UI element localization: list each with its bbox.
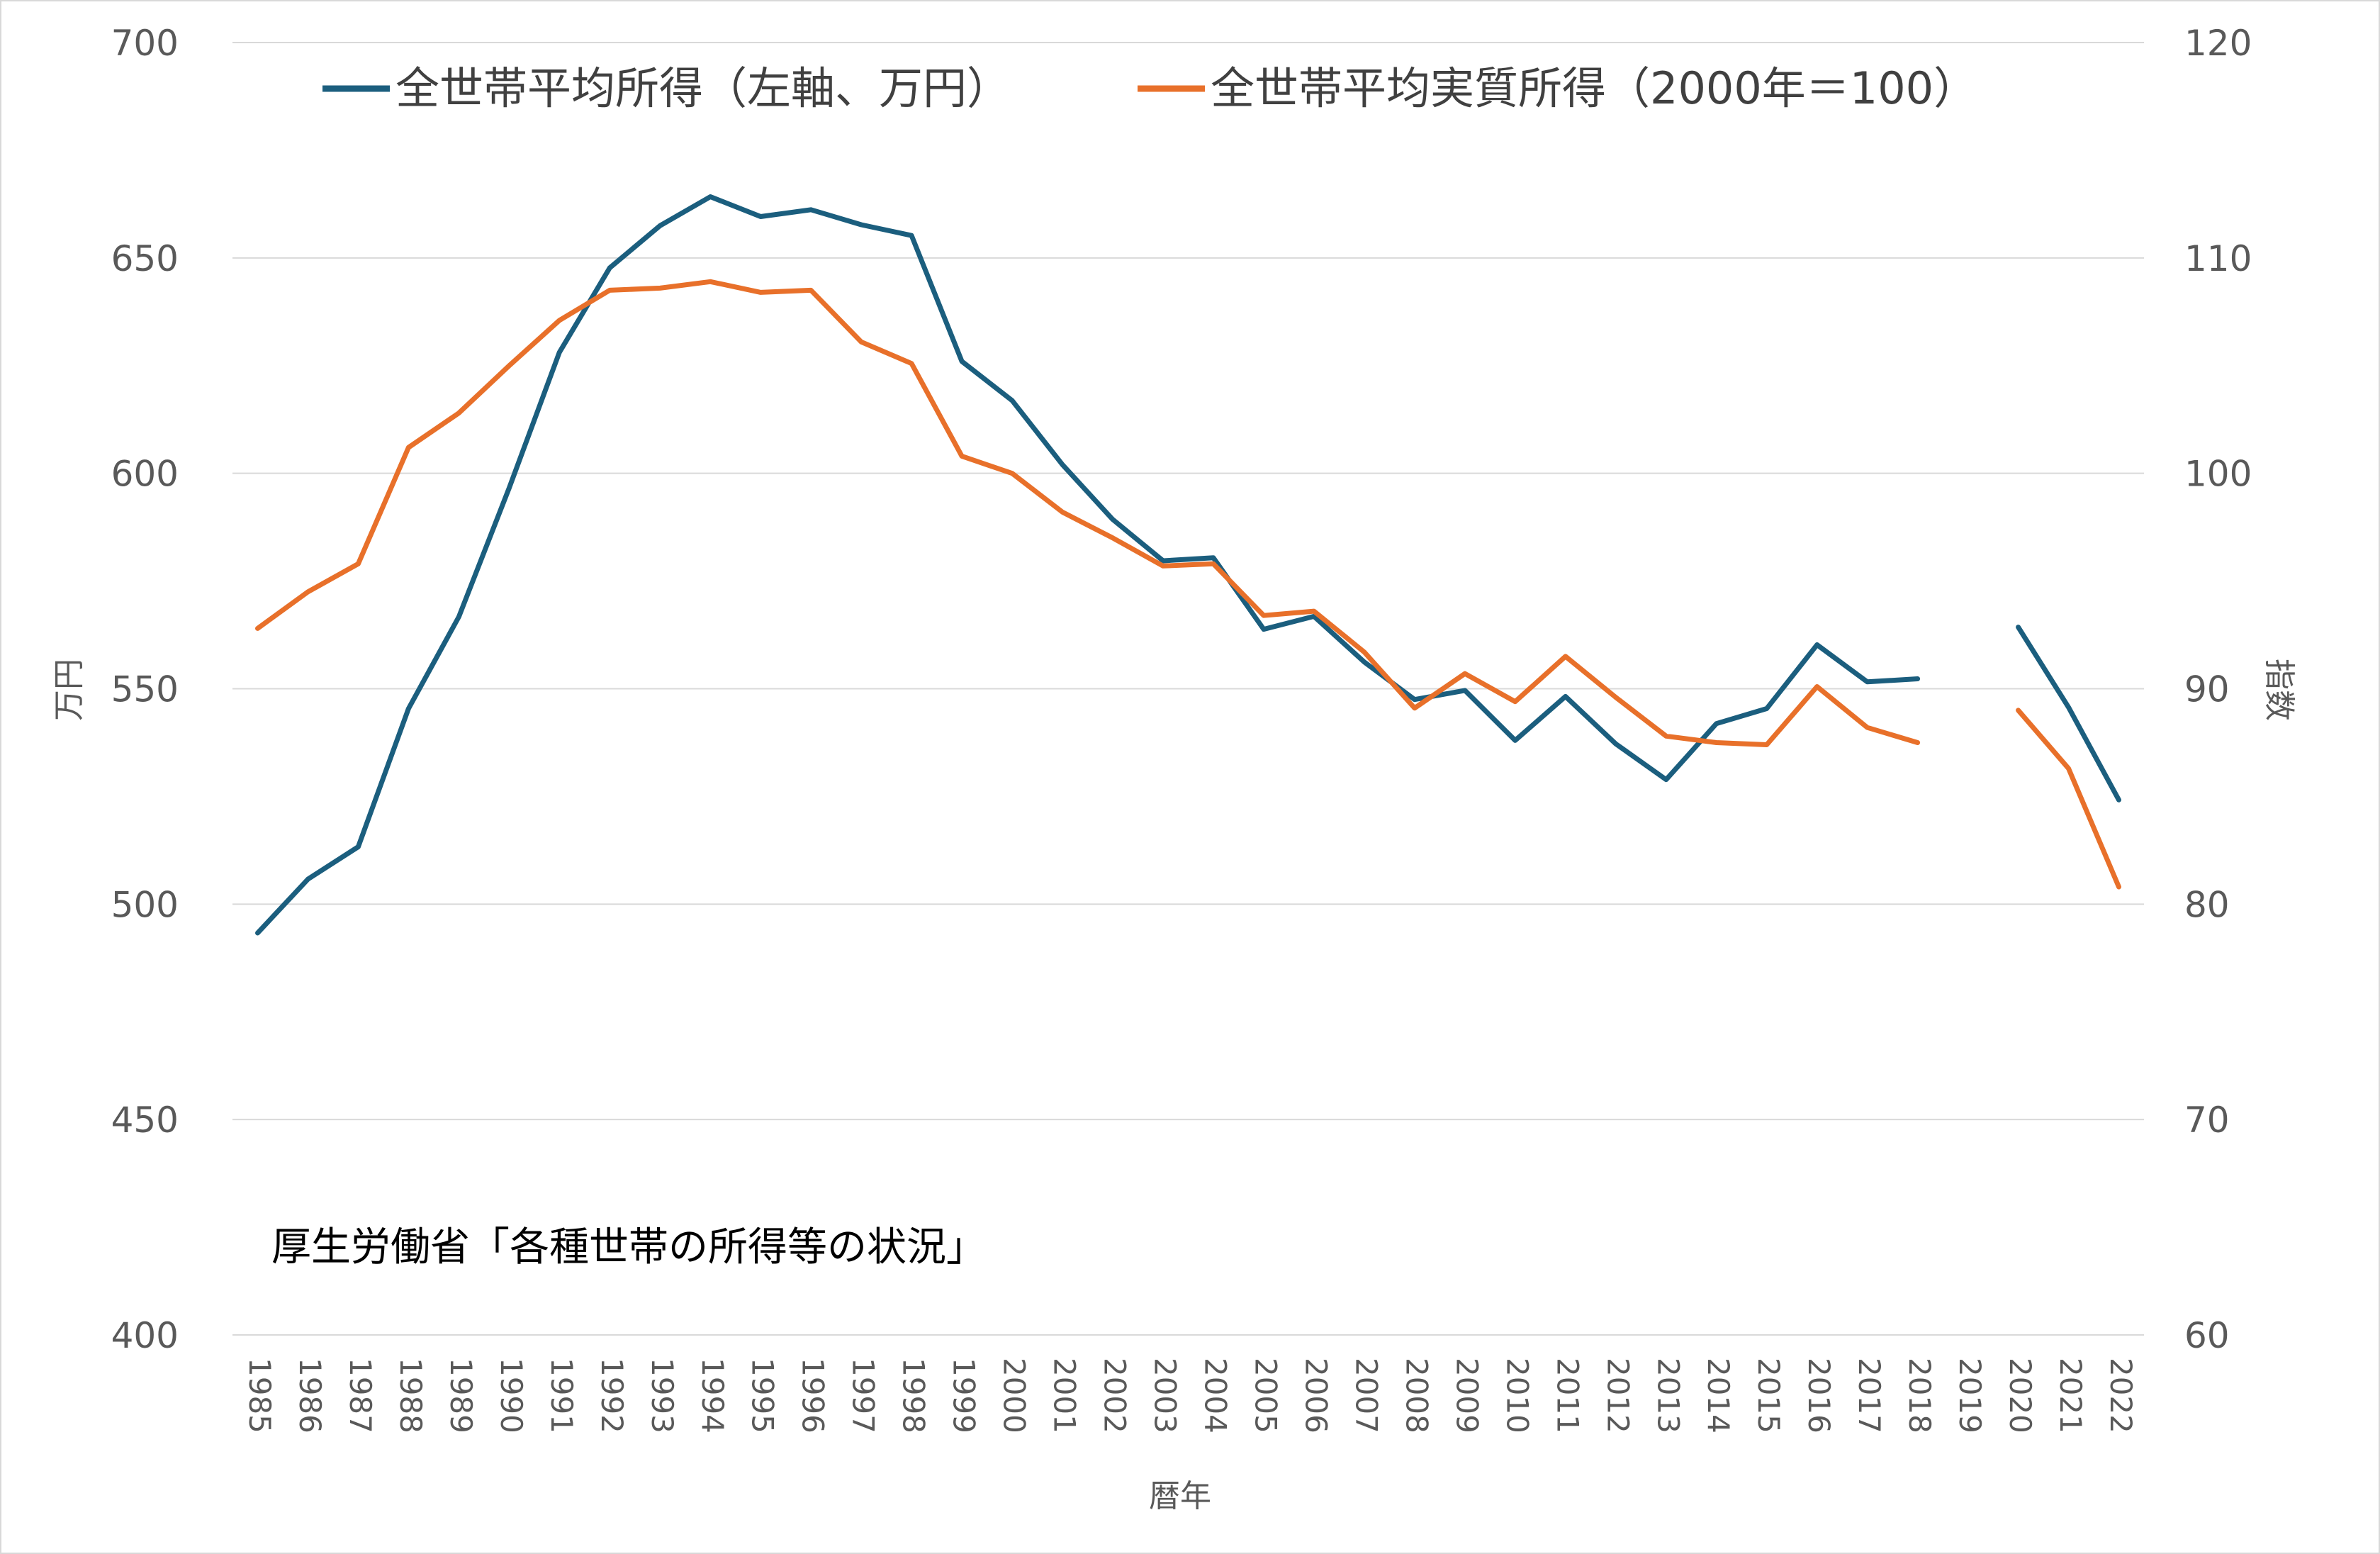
x-tick-2004: 2004 xyxy=(1198,1358,1233,1433)
x-tick-2022: 2022 xyxy=(2104,1358,2138,1433)
x-tick-1993: 1993 xyxy=(645,1358,680,1433)
x-tick-2017: 2017 xyxy=(1852,1358,1887,1433)
x-tick-1997: 1997 xyxy=(846,1358,881,1433)
x-tick-1988: 1988 xyxy=(393,1358,428,1433)
series-lines xyxy=(255,194,2121,936)
y-tick-left-450: 450 xyxy=(111,1100,179,1141)
y-tick-right-80: 80 xyxy=(2184,884,2230,925)
y-tick-left-400: 400 xyxy=(111,1315,179,1356)
series-0-line-segment-0 xyxy=(255,194,1921,936)
x-tick-2020: 2020 xyxy=(2003,1358,2038,1433)
y-tick-right-70: 70 xyxy=(2184,1100,2230,1141)
x-tick-1994: 1994 xyxy=(695,1358,730,1433)
x-tick-2000: 2000 xyxy=(997,1358,1032,1433)
y-tick-right-90: 90 xyxy=(2184,669,2230,710)
x-tick-1992: 1992 xyxy=(595,1358,629,1433)
y-axis-title-left: 万円 xyxy=(51,659,87,721)
series-0-line-segment-1 xyxy=(2016,625,2121,803)
x-tick-2006: 2006 xyxy=(1298,1358,1333,1433)
x-tick-1985: 1985 xyxy=(242,1358,277,1433)
y-tick-right-100: 100 xyxy=(2184,454,2252,495)
y-tick-left-650: 650 xyxy=(111,238,179,279)
x-tick-2008: 2008 xyxy=(1399,1358,1434,1433)
x-tick-1989: 1989 xyxy=(444,1358,478,1433)
x-tick-2001: 2001 xyxy=(1048,1358,1082,1433)
x-tick-2021: 2021 xyxy=(2053,1358,2088,1433)
x-tick-1998: 1998 xyxy=(897,1358,931,1433)
source-note: 厚生労働省「各種世帯の所得等の状況」 xyxy=(271,1224,986,1270)
x-tick-1987: 1987 xyxy=(343,1358,378,1433)
x-tick-1986: 1986 xyxy=(293,1358,327,1433)
x-tick-2012: 2012 xyxy=(1600,1358,1635,1433)
x-tick-2010: 2010 xyxy=(1500,1358,1534,1433)
series-1-line-segment-1 xyxy=(2016,708,2121,890)
y-tick-right-60: 60 xyxy=(2184,1315,2230,1356)
x-tick-1991: 1991 xyxy=(544,1358,579,1433)
legend-label-income: 全世帯平均所得（左軸、万円） xyxy=(395,62,1011,114)
x-tick-2019: 2019 xyxy=(1953,1358,1987,1433)
y-axis-title-right: 指数 xyxy=(2261,659,2297,721)
x-tick-1995: 1995 xyxy=(746,1358,780,1433)
legend-label-real-income: 全世帯平均実質所得（2000年＝100） xyxy=(1211,62,1977,114)
y-tick-left-500: 500 xyxy=(111,884,179,925)
y-tick-left-700: 700 xyxy=(111,23,179,64)
x-tick-2009: 2009 xyxy=(1449,1358,1484,1433)
gridlines xyxy=(232,42,2144,1121)
x-tick-2003: 2003 xyxy=(1148,1358,1183,1433)
x-tick-2002: 2002 xyxy=(1098,1358,1133,1433)
x-tick-1990: 1990 xyxy=(494,1358,529,1433)
x-tick-2005: 2005 xyxy=(1248,1358,1283,1433)
x-tick-2016: 2016 xyxy=(1802,1358,1836,1433)
y-tick-left-550: 550 xyxy=(111,669,179,710)
series-1-line-segment-0 xyxy=(255,279,1921,747)
y-tick-right-120: 120 xyxy=(2184,23,2252,64)
axes: 400 450 500 550 600 650 700 60 70 80 90 100 110 120 19… xyxy=(111,23,2252,1433)
x-tick-2013: 2013 xyxy=(1651,1358,1685,1433)
legend: 全世帯平均所得（左軸、万円） 全世帯平均実質所得（2000年＝100） xyxy=(322,62,1977,114)
y-tick-left-600: 600 xyxy=(111,454,179,495)
x-tick-2015: 2015 xyxy=(1751,1358,1786,1433)
x-tick-1996: 1996 xyxy=(796,1358,831,1433)
x-tick-2014: 2014 xyxy=(1701,1358,1736,1433)
x-tick-2007: 2007 xyxy=(1349,1358,1383,1433)
x-tick-2011: 2011 xyxy=(1550,1358,1585,1433)
x-axis-title: 暦年 xyxy=(1149,1478,1211,1514)
y-tick-right-110: 110 xyxy=(2184,238,2252,279)
x-tick-1999: 1999 xyxy=(947,1358,982,1433)
x-tick-2018: 2018 xyxy=(1902,1358,1937,1433)
